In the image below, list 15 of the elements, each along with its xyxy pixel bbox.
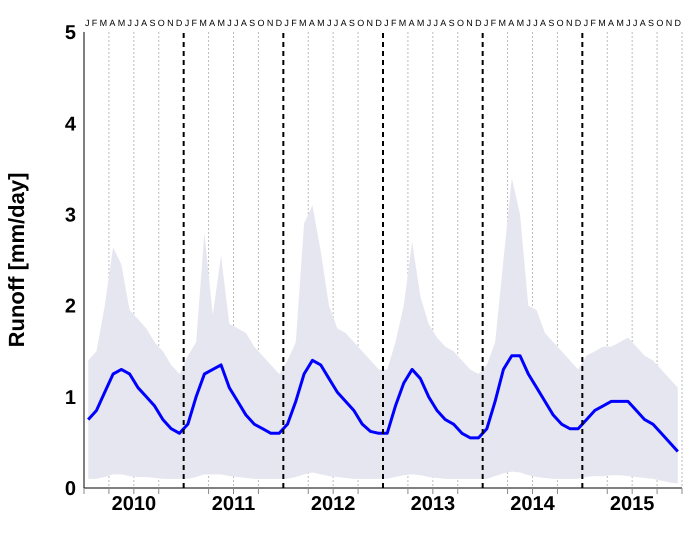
y-tick-label: 2 [64, 296, 76, 318]
text: JFMAMJJASONDJFMAMJJASONDJFMAMJJASONDJFMAMJJASONDJFMAMJJASONDJFMAMJJASOND [85, 18, 682, 28]
y-tick-label: 0 [64, 478, 76, 500]
x-tick-label: 2013 [410, 493, 456, 516]
x-tick-label: 2011 [212, 493, 256, 516]
x-tick-label: 2015 [610, 493, 654, 516]
y-tick-label: 5 [64, 22, 76, 44]
x-tick-label: 2012 [310, 493, 356, 516]
y-axis-title: Runoff [mm/day] [4, 172, 29, 348]
line-series [86, 354, 680, 454]
y-tick-label: 4 [64, 113, 77, 136]
x-tick-label: 2010 [112, 493, 156, 516]
x-tick-label: 2014 [510, 493, 556, 516]
y-tick-label: 3 [64, 204, 76, 226]
y-tick-label: 1 [64, 386, 76, 409]
